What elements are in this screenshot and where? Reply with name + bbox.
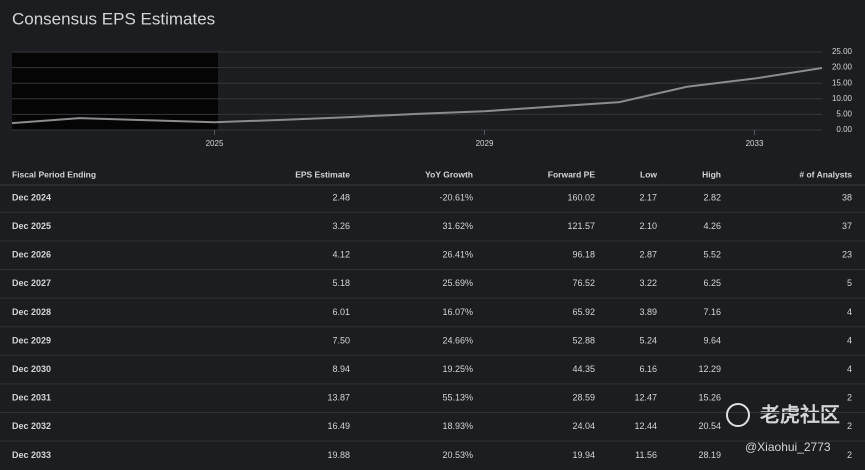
eps-line xyxy=(11,66,823,125)
cell: 3.89 xyxy=(639,307,657,317)
cell: -20.61% xyxy=(439,192,473,202)
cell: 9.64 xyxy=(703,335,721,345)
y-tick-label: 5.00 xyxy=(836,110,852,119)
cell: 12.44 xyxy=(634,421,657,431)
column-header: Forward PE xyxy=(548,169,596,179)
cell: 16.49 xyxy=(327,421,350,431)
cell: 12.29 xyxy=(698,364,721,374)
cell: 96.18 xyxy=(572,250,595,260)
cell: 5.18 xyxy=(332,278,350,288)
y-tick-label: 10.00 xyxy=(832,94,853,103)
cell: 2.82 xyxy=(703,192,721,202)
cell: 44.35 xyxy=(572,364,595,374)
cell: 4 xyxy=(847,364,852,374)
cell: 11.56 xyxy=(635,450,657,460)
cell: 12.47 xyxy=(634,393,657,403)
cell: 3.26 xyxy=(332,221,350,231)
cell: 16.07% xyxy=(442,307,473,317)
watermark-user: @Xiaohui_2773 xyxy=(745,440,831,454)
cell: Dec 2025 xyxy=(12,221,51,231)
cell: Dec 2029 xyxy=(12,335,51,345)
cell: 13.87 xyxy=(327,393,350,403)
cell: 6.16 xyxy=(639,364,657,374)
x-tick-label: 2025 xyxy=(206,139,224,148)
watermark-brand: 老虎社区 xyxy=(760,402,840,426)
cell: 5.52 xyxy=(703,250,721,260)
title: Consensus EPS Estimates xyxy=(12,9,215,28)
cell: 31.62% xyxy=(442,221,473,231)
cell: Dec 2024 xyxy=(12,192,51,202)
cell: 4.26 xyxy=(703,221,721,231)
cell: 7.16 xyxy=(703,307,721,317)
cell: 55.13% xyxy=(442,393,473,403)
cell: 4 xyxy=(847,307,852,317)
cell: 19.25% xyxy=(442,364,473,374)
cell: 5.24 xyxy=(639,335,657,345)
cell: 37 xyxy=(842,221,852,231)
cell: 23 xyxy=(842,250,852,260)
cell: 2.10 xyxy=(639,221,657,231)
cell: 6.25 xyxy=(703,278,721,288)
cell: 2.87 xyxy=(639,250,657,260)
cell: 28.59 xyxy=(572,393,595,403)
watermark-logo xyxy=(726,403,750,427)
x-tick-label: 2029 xyxy=(476,139,494,148)
cell: 18.93% xyxy=(442,421,473,431)
cell: 2.17 xyxy=(639,192,657,202)
y-tick-label: 0.00 xyxy=(836,125,852,134)
cell: 8.94 xyxy=(332,364,350,374)
cell: 20.53% xyxy=(442,450,473,460)
cell: 65.92 xyxy=(572,307,595,317)
cell: Dec 2032 xyxy=(12,421,51,431)
cell: 24.04 xyxy=(572,421,595,431)
cell: 2 xyxy=(847,421,852,431)
cell: Dec 2030 xyxy=(12,364,51,374)
y-tick-label: 20.00 xyxy=(832,63,853,72)
cell: Dec 2031 xyxy=(12,393,51,403)
cell: 7.50 xyxy=(332,335,350,345)
cell: 4 xyxy=(847,335,852,345)
column-header: # of Analysts xyxy=(799,169,852,179)
column-header: Low xyxy=(640,169,657,179)
cell: 20.54 xyxy=(698,421,721,431)
cell: 2.48 xyxy=(332,192,350,202)
cell: Dec 2026 xyxy=(12,250,51,260)
cell: 121.57 xyxy=(567,221,595,231)
cell: Dec 2027 xyxy=(12,278,51,288)
cell: 6.01 xyxy=(332,307,350,317)
cell: 4.12 xyxy=(332,250,350,260)
cell: 52.88 xyxy=(572,335,595,345)
cell: 76.52 xyxy=(572,278,595,288)
cell: 5 xyxy=(847,278,852,288)
y-tick-label: 25.00 xyxy=(832,47,853,56)
cell: 24.66% xyxy=(442,335,473,345)
cell: 38 xyxy=(842,192,852,202)
cell: Dec 2033 xyxy=(12,450,51,460)
column-header: Fiscal Period Ending xyxy=(12,169,96,179)
column-header: YoY Growth xyxy=(425,169,473,179)
cell: 15.26 xyxy=(698,393,721,403)
column-header: High xyxy=(702,169,721,179)
y-tick-label: 15.00 xyxy=(832,78,853,87)
history-shade xyxy=(12,52,218,130)
cell: 2 xyxy=(847,393,852,403)
cell: 19.88 xyxy=(327,450,350,460)
column-header: EPS Estimate xyxy=(295,169,350,179)
cell: 28.19 xyxy=(698,450,721,460)
cell: Dec 2028 xyxy=(12,307,51,317)
cell: 19.94 xyxy=(572,450,595,460)
x-tick-label: 2033 xyxy=(746,139,764,148)
cell: 3.22 xyxy=(639,278,657,288)
cell: 2 xyxy=(847,450,852,460)
cell: 25.69% xyxy=(442,278,473,288)
cell: 160.02 xyxy=(567,192,595,202)
cell: 26.41% xyxy=(442,250,473,260)
